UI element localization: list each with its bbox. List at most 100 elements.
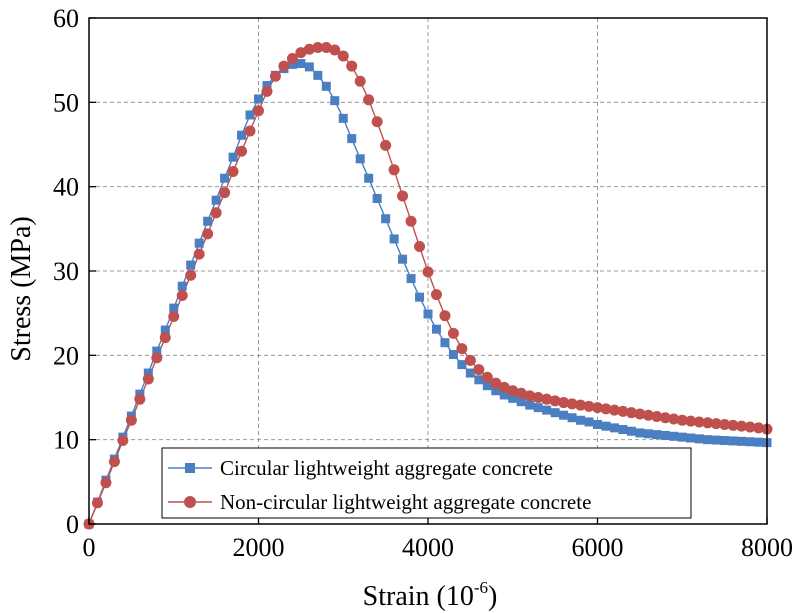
y-tick-label-0: 0 <box>66 510 79 539</box>
series-0-point-50 <box>508 393 518 403</box>
series-0-point-76 <box>728 436 738 446</box>
series-0-point-65 <box>635 428 645 438</box>
series-0-point-60 <box>593 419 602 429</box>
series-0-point-27 <box>313 70 323 80</box>
series-1-point-39 <box>414 241 426 253</box>
series-1-point-15 <box>210 207 222 219</box>
series-0-point-35 <box>381 214 391 224</box>
x-axis-label-close: ) <box>488 581 497 612</box>
series-1-point-34 <box>371 116 383 128</box>
series-0-point-41 <box>431 324 441 334</box>
series-0-point-13 <box>194 238 204 248</box>
series-1-point-45 <box>464 354 476 366</box>
series-0-point-55 <box>550 408 560 418</box>
series-0-point-37 <box>398 254 408 264</box>
series-0-point-32 <box>355 154 365 164</box>
x-axis-label: Strain (10-6) <box>363 578 498 612</box>
series-0-point-71 <box>686 433 696 443</box>
series-1-point-59 <box>583 400 595 412</box>
series-0-point-21 <box>262 80 272 90</box>
series-0-point-72 <box>694 434 704 444</box>
series-0-point-30 <box>338 113 348 123</box>
series-1-point-70 <box>676 414 688 426</box>
series-0-point-38 <box>406 274 416 284</box>
series-1-point-6 <box>134 393 146 405</box>
series-1-point-2 <box>100 477 112 489</box>
series-1-point-61 <box>600 403 612 415</box>
series-markers <box>83 42 773 530</box>
series-0-point-78 <box>745 437 755 447</box>
series-1-point-10 <box>168 311 180 323</box>
series-1-point-24 <box>286 52 298 64</box>
series-1-point-26 <box>303 43 315 55</box>
series-0-point-68 <box>660 430 670 440</box>
series-1-point-77 <box>736 420 748 432</box>
series-1-point-20 <box>253 105 264 117</box>
series-1-point-18 <box>236 145 248 157</box>
series-0-point-9 <box>160 325 170 335</box>
series-1-point-17 <box>227 165 239 177</box>
series-1-point-8 <box>151 352 163 364</box>
series-0-point-14 <box>203 216 213 226</box>
series-0-point-70 <box>677 432 687 442</box>
series-0-point-77 <box>737 436 747 446</box>
series-1-point-28 <box>320 42 332 54</box>
series-0-point-61 <box>601 421 611 431</box>
series-0-point-31 <box>347 134 357 144</box>
legend-marker-circular <box>185 463 195 473</box>
series-1-point-54 <box>541 393 553 405</box>
series-0-point-18 <box>237 130 247 140</box>
series-1-point-56 <box>558 397 570 409</box>
series-1-point-52 <box>524 390 536 402</box>
series-1-point-14 <box>202 228 214 240</box>
series-0-point-62 <box>609 423 619 433</box>
series-0-point-33 <box>364 173 374 183</box>
series-0-point-29 <box>330 96 340 106</box>
series-1-point-7 <box>142 373 154 385</box>
series-1-point-35 <box>380 139 392 151</box>
series-0-point-53 <box>533 403 543 413</box>
series-1-point-22 <box>269 70 281 82</box>
y-tick-label-6: 60 <box>53 4 79 33</box>
series-1-point-60 <box>592 402 603 414</box>
series-1-point-37 <box>397 190 409 202</box>
x-axis-label-sup: -6 <box>474 578 488 597</box>
series-1-point-23 <box>278 60 290 72</box>
series-0-point-25 <box>296 59 306 69</box>
series-1-point-27 <box>312 42 324 54</box>
series-0-point-10 <box>169 303 179 313</box>
series-0-point-79 <box>754 437 764 447</box>
y-tick-label-3: 30 <box>53 257 79 286</box>
series-0-point-47 <box>482 381 492 391</box>
legend-label-noncircular: Non-circular lightweight aggregate concr… <box>220 490 591 514</box>
series-1-point-25 <box>295 47 307 59</box>
series-0-point-11 <box>177 281 187 291</box>
series-1-point-69 <box>668 413 680 425</box>
series-1-point-3 <box>108 456 120 468</box>
series-1-point-71 <box>685 415 697 427</box>
series-0-point-39 <box>415 292 425 302</box>
series-0-point-59 <box>584 417 594 427</box>
series-0-point-75 <box>720 436 730 446</box>
series-0-point-74 <box>711 435 721 445</box>
series-1-point-73 <box>702 417 714 429</box>
series-0-point-43 <box>448 349 458 359</box>
series-1-point-4 <box>117 435 129 447</box>
series-0-point-19 <box>245 110 255 120</box>
y-axis-label: Stress (MPa) <box>6 216 37 361</box>
series-1-point-72 <box>693 416 705 428</box>
legend-marker-noncircular <box>184 496 196 508</box>
series-1-point-40 <box>422 266 434 278</box>
legend-box <box>161 447 692 519</box>
series-1-point-11 <box>176 289 188 301</box>
series-1-point-30 <box>337 50 349 62</box>
series-0-point-16 <box>220 173 230 183</box>
series-1-point-5 <box>125 414 137 426</box>
series-0-point-49 <box>499 390 509 400</box>
series-1-point-68 <box>659 412 671 424</box>
legend-label-circular: Circular lightweight aggregate concrete <box>220 456 553 480</box>
series-0-point-28 <box>321 81 331 91</box>
series-1-point-43 <box>447 327 459 339</box>
series-1-point-1 <box>91 497 103 509</box>
series-0-point-8 <box>152 346 162 356</box>
